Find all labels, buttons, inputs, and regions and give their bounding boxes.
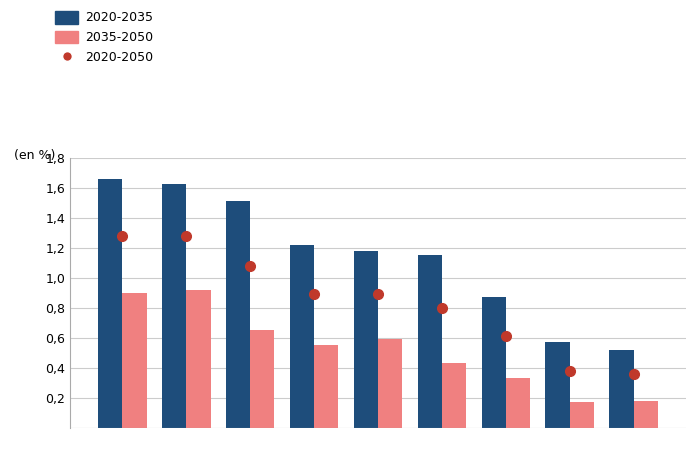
Bar	[314, 345, 338, 428]
Bar	[186, 289, 211, 428]
Bar	[442, 363, 466, 428]
Bar	[226, 201, 250, 427]
Bar	[378, 339, 402, 428]
Text: (en %): (en %)	[14, 148, 55, 162]
Bar	[545, 342, 570, 428]
Bar	[290, 244, 314, 428]
Bar	[634, 400, 658, 428]
Legend: 2020-2035, 2035-2050, 2020-2050: 2020-2035, 2035-2050, 2020-2050	[55, 11, 153, 64]
Bar	[122, 292, 146, 428]
Bar	[98, 179, 122, 428]
Bar	[250, 330, 274, 427]
Bar	[610, 350, 634, 428]
Bar	[570, 402, 594, 428]
Bar	[506, 378, 530, 428]
Bar	[354, 251, 378, 428]
Bar	[418, 255, 442, 428]
Bar	[162, 184, 186, 428]
Bar	[482, 297, 506, 428]
